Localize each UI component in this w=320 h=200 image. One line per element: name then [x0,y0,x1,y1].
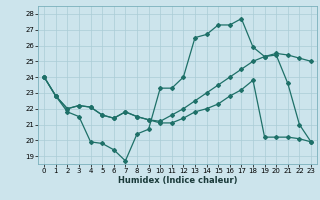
X-axis label: Humidex (Indice chaleur): Humidex (Indice chaleur) [118,176,237,185]
